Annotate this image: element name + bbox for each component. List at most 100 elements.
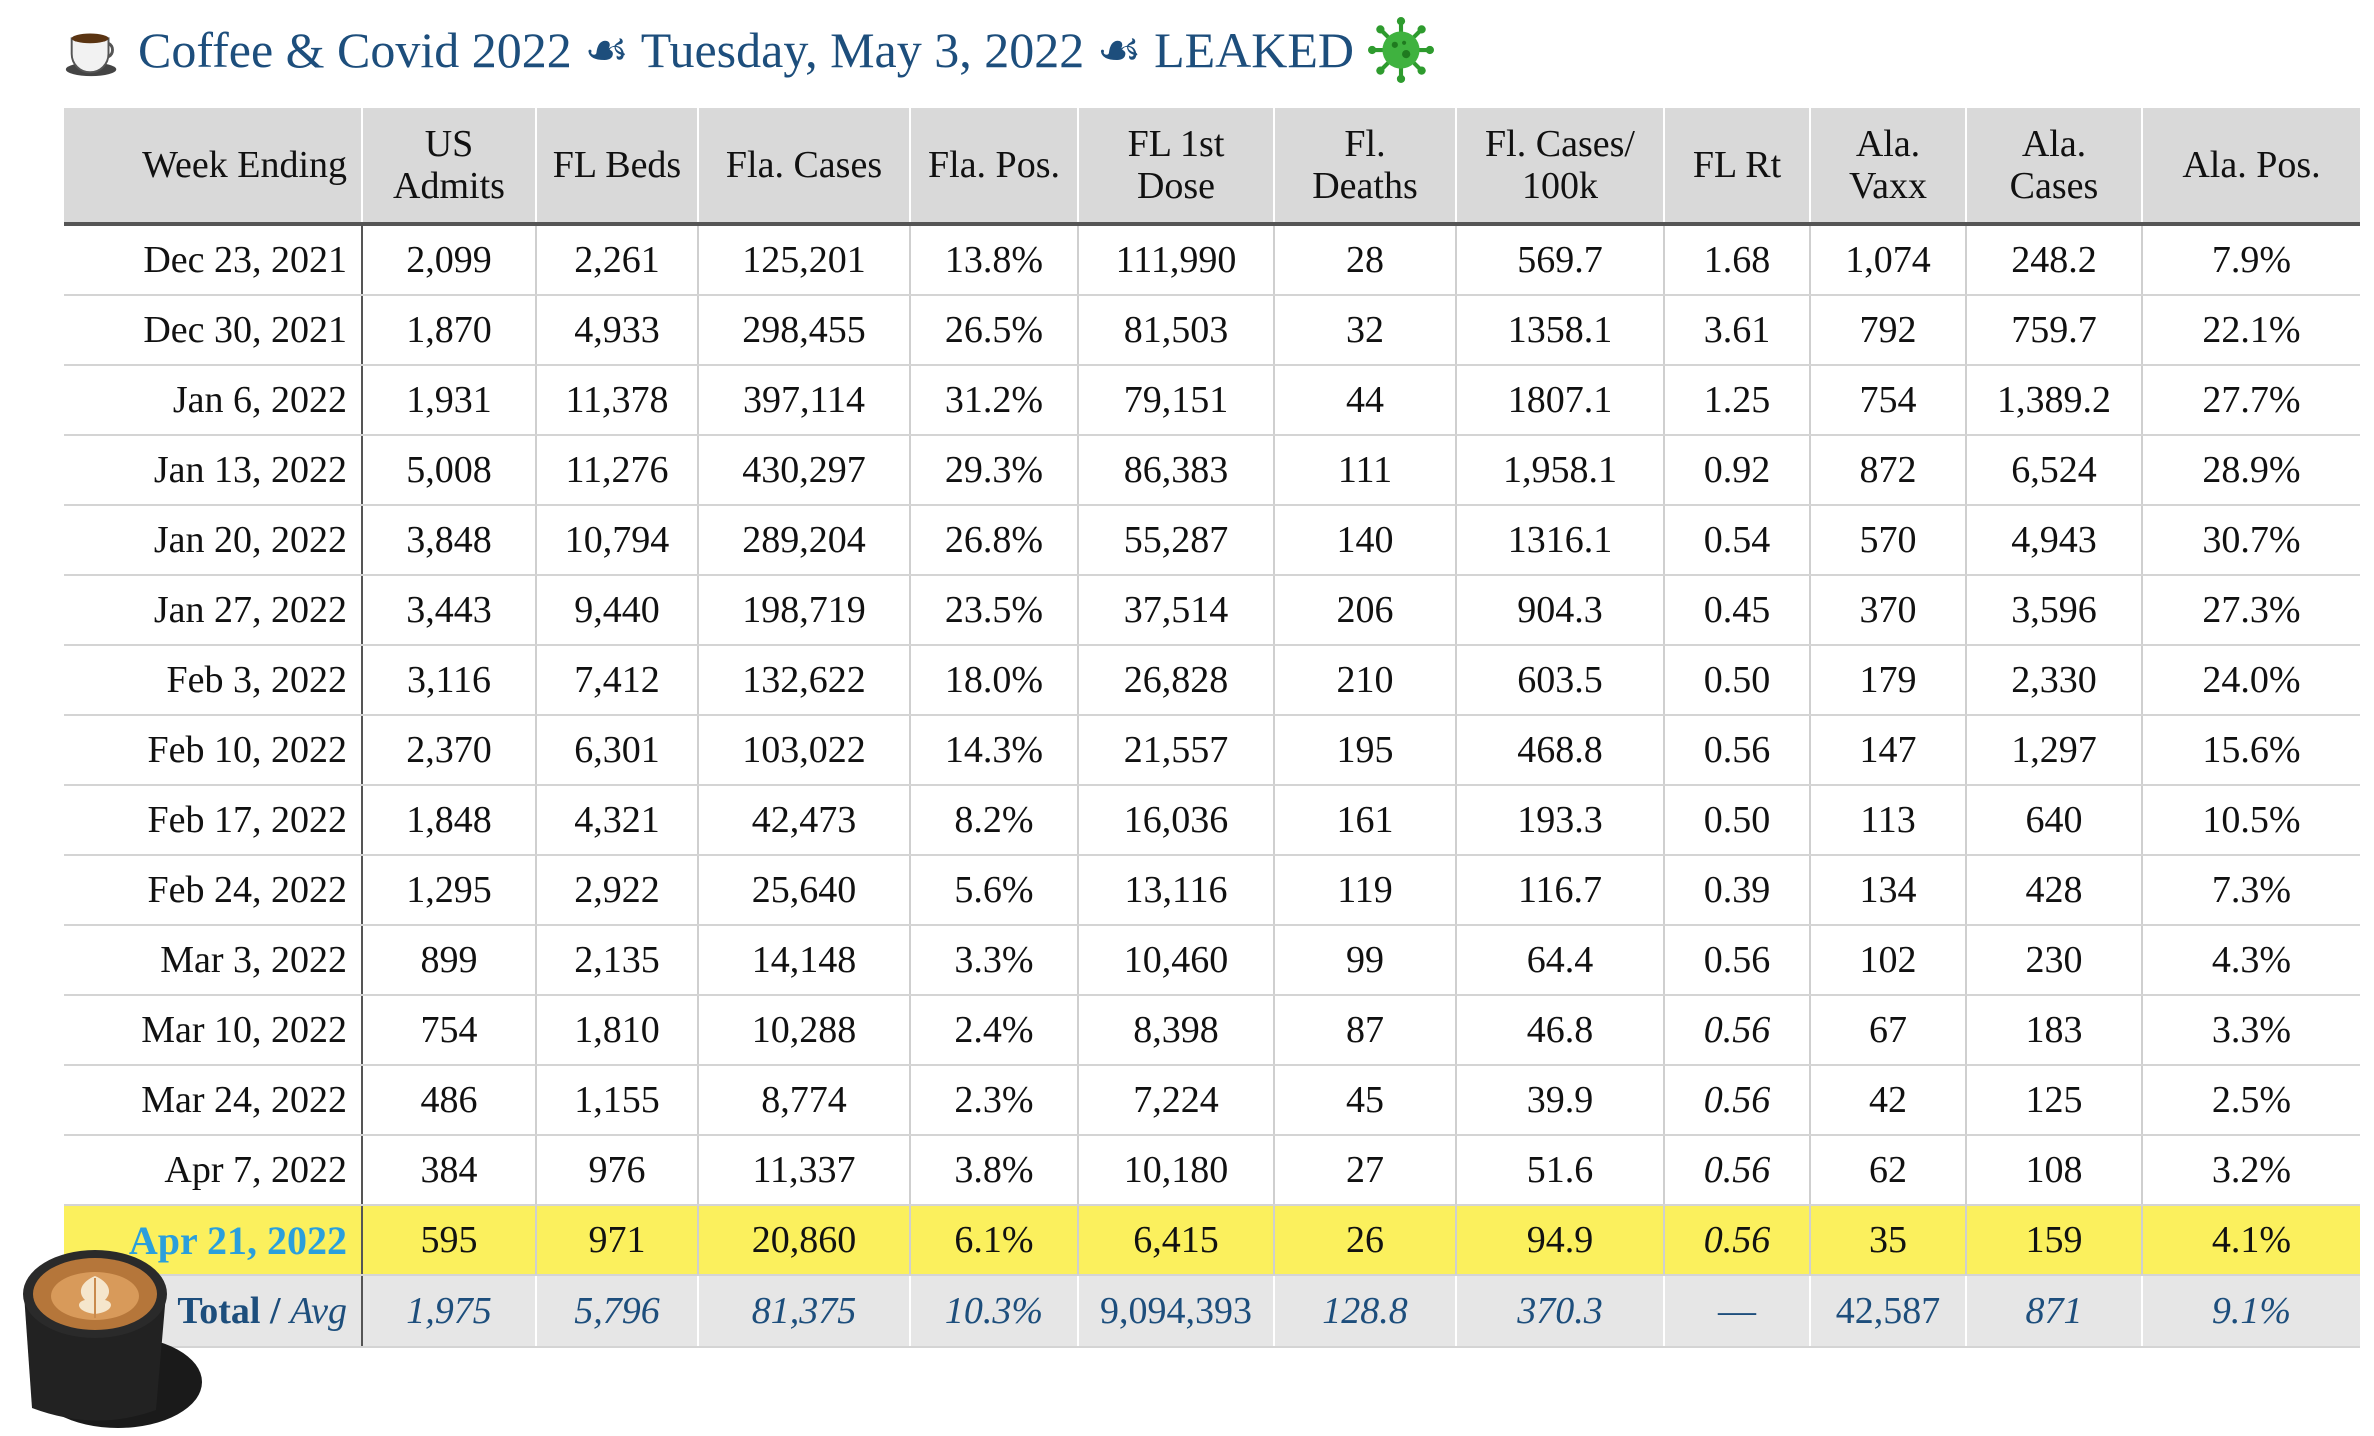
footer-label-part: / bbox=[260, 1290, 291, 1332]
table-row: Jan 27, 2022 3,443 9,440 198,719 23.5% 37,514… bbox=[64, 575, 2360, 646]
table-cell: 289,204 bbox=[697, 505, 910, 576]
table-cell: 20,860 bbox=[697, 1205, 910, 1276]
table-cell: 42,473 bbox=[697, 785, 910, 856]
table-cell: 161 bbox=[1273, 785, 1456, 856]
table-cell: 1,870 bbox=[361, 295, 536, 366]
covid-data-table: Week Ending US Admits FL Beds Fla. Cases Fla.… bbox=[64, 108, 2360, 1348]
week-ending-cell: Jan 13, 2022 bbox=[64, 435, 363, 506]
week-ending-cell: Feb 3, 2022 bbox=[64, 645, 363, 716]
table-cell: 42 bbox=[1809, 1065, 1966, 1136]
column-header-line: Ala. bbox=[2021, 123, 2087, 165]
table-cell: 3,443 bbox=[361, 575, 536, 646]
table-cell: 2,922 bbox=[535, 855, 698, 926]
table-cell: 1,295 bbox=[361, 855, 536, 926]
coffee-cup-icon bbox=[65, 33, 117, 77]
table-cell: 27 bbox=[1273, 1135, 1456, 1206]
table-cell: 11,378 bbox=[535, 365, 698, 436]
week-ending-cell: Dec 30, 2021 bbox=[64, 295, 363, 366]
table-header-row: Week Ending US Admits FL Beds Fla. Cases Fla.… bbox=[64, 108, 2360, 224]
column-header-line: Fl. bbox=[1344, 123, 1386, 165]
table-cell: 13,116 bbox=[1077, 855, 1274, 926]
footer-cell: 10.3% bbox=[909, 1275, 1078, 1348]
table-cell: 2,330 bbox=[1965, 645, 2142, 716]
table-cell: 3,116 bbox=[361, 645, 536, 716]
column-header-line: FL Rt bbox=[1692, 144, 1782, 186]
table-cell: 125 bbox=[1965, 1065, 2142, 1136]
table-cell: 27.3% bbox=[2141, 575, 2360, 646]
table-cell: 4.1% bbox=[2141, 1205, 2360, 1276]
table-cell: 3.3% bbox=[909, 925, 1078, 996]
footer-cell: 871 bbox=[1965, 1275, 2142, 1348]
footer-cell: 1,975 bbox=[361, 1275, 536, 1348]
table-cell: 3.61 bbox=[1663, 295, 1810, 366]
table-cell: 113 bbox=[1809, 785, 1966, 856]
table-cell: 1358.1 bbox=[1455, 295, 1664, 366]
table-cell: 179 bbox=[1809, 645, 1966, 716]
table-cell: 10.5% bbox=[2141, 785, 2360, 856]
table-cell: 1,931 bbox=[361, 365, 536, 436]
table-cell: 3.3% bbox=[2141, 995, 2360, 1066]
table-cell: 210 bbox=[1273, 645, 1456, 716]
week-ending-cell: Mar 3, 2022 bbox=[64, 925, 363, 996]
table-cell: 81,503 bbox=[1077, 295, 1274, 366]
table-body: Dec 23, 2021 2,099 2,261 125,201 13.8% 111,99… bbox=[64, 224, 2360, 1276]
table-cell: 872 bbox=[1809, 435, 1966, 506]
column-header-line: Cases bbox=[2009, 165, 2099, 207]
column-header-line: Ala. bbox=[1855, 123, 1921, 165]
table-cell: 0.92 bbox=[1663, 435, 1810, 506]
column-header-line: Deaths bbox=[1312, 165, 1418, 207]
footer-cell: — bbox=[1663, 1275, 1810, 1348]
table-cell: 754 bbox=[1809, 365, 1966, 436]
table-cell: 206 bbox=[1273, 575, 1456, 646]
table-cell: 111,990 bbox=[1077, 224, 1274, 296]
table-cell: 64.4 bbox=[1455, 925, 1664, 996]
table-cell: 37,514 bbox=[1077, 575, 1274, 646]
table-cell: 4,943 bbox=[1965, 505, 2142, 576]
table-cell: 27.7% bbox=[2141, 365, 2360, 436]
table-cell: 397,114 bbox=[697, 365, 910, 436]
week-ending-cell: Feb 17, 2022 bbox=[64, 785, 363, 856]
table-cell: 3,596 bbox=[1965, 575, 2142, 646]
table-cell: 44 bbox=[1273, 365, 1456, 436]
table-row: Jan 13, 2022 5,008 11,276 430,297 29.3% 86,38… bbox=[64, 435, 2360, 506]
table-cell: 6,415 bbox=[1077, 1205, 1274, 1276]
table-cell: 87 bbox=[1273, 995, 1456, 1066]
table-cell: 759.7 bbox=[1965, 295, 2142, 366]
title-app-name: Coffee & Covid 2022 bbox=[138, 22, 572, 78]
table-cell: 26.5% bbox=[909, 295, 1078, 366]
column-header-line: Fla. Cases bbox=[725, 144, 883, 186]
table-cell: 384 bbox=[361, 1135, 536, 1206]
column-header: FL 1st Dose bbox=[1077, 108, 1274, 224]
table-cell: 6,301 bbox=[535, 715, 698, 786]
table-cell: 9,440 bbox=[535, 575, 698, 646]
table-cell: 14,148 bbox=[697, 925, 910, 996]
table-cell: 8.2% bbox=[909, 785, 1078, 856]
table-cell: 0.56 bbox=[1663, 715, 1810, 786]
table-cell: 0.56 bbox=[1663, 1205, 1810, 1276]
week-ending-cell: Jan 20, 2022 bbox=[64, 505, 363, 576]
table-cell: 10,794 bbox=[535, 505, 698, 576]
column-header-line: Vaxx bbox=[1848, 165, 1928, 207]
table-cell: 2.3% bbox=[909, 1065, 1078, 1136]
week-ending-cell: Dec 23, 2021 bbox=[64, 224, 363, 296]
table-cell: 8,774 bbox=[697, 1065, 910, 1136]
table-row: Apr 7, 2022 384 976 11,337 3.8% 10,180 27 51.6 0… bbox=[64, 1135, 2360, 1206]
table-cell: 193.3 bbox=[1455, 785, 1664, 856]
table-cell: 230 bbox=[1965, 925, 2142, 996]
table-row-highlighted: Apr 21, 2022 595 971 20,860 6.1% 6,415 26 94.9 0… bbox=[64, 1205, 2360, 1276]
table-cell: 1.25 bbox=[1663, 365, 1810, 436]
table-cell: 1807.1 bbox=[1455, 365, 1664, 436]
table-cell: 971 bbox=[535, 1205, 698, 1276]
table-cell: 132,622 bbox=[697, 645, 910, 716]
footer-cell: 81,375 bbox=[697, 1275, 910, 1348]
table-cell: 0.56 bbox=[1663, 995, 1810, 1066]
title-tag: LEAKED bbox=[1154, 22, 1355, 78]
table-cell: 32 bbox=[1273, 295, 1456, 366]
virus-icon bbox=[1368, 17, 1435, 83]
table-row: Mar 3, 2022 899 2,135 14,148 3.3% 10,460 99 64.… bbox=[64, 925, 2360, 996]
table-cell: 46.8 bbox=[1455, 995, 1664, 1066]
table-cell: 62 bbox=[1809, 1135, 1966, 1206]
table-cell: 10,288 bbox=[697, 995, 910, 1066]
table-cell: 13.8% bbox=[909, 224, 1078, 296]
table-cell: 108 bbox=[1965, 1135, 2142, 1206]
